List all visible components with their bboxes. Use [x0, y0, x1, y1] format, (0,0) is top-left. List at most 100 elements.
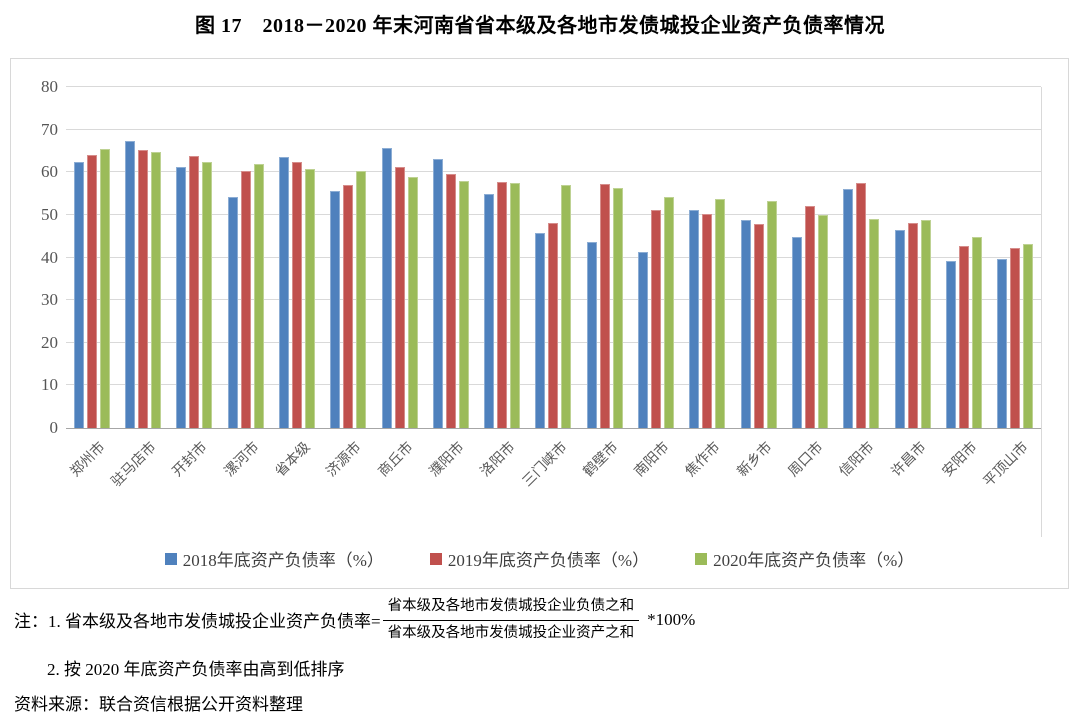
x-tick-label: 平顶山市	[981, 439, 1032, 491]
x-tick-label: 周口市	[786, 439, 827, 481]
y-tick-label: 70	[41, 119, 58, 139]
bar-group	[733, 87, 784, 428]
x-tick-label: 三门峡市	[519, 439, 570, 491]
bar	[278, 157, 289, 428]
bar	[124, 141, 135, 428]
note-1-prefix: 注：1. 省本级及各地市发债城投企业资产负债率=	[14, 612, 381, 632]
bar	[612, 188, 623, 428]
bar-group	[630, 87, 681, 428]
y-tick-label: 60	[41, 162, 58, 182]
bar	[73, 162, 84, 428]
bar-group	[425, 87, 476, 428]
legend-item: 2020年底资产负债率（%）	[695, 546, 914, 571]
legend-label: 2020年底资产负债率（%）	[713, 551, 915, 570]
bar	[805, 206, 816, 428]
bar	[381, 148, 392, 428]
x-tick-label: 开封市	[170, 439, 211, 481]
plot-right-border	[1041, 87, 1042, 537]
bar	[407, 177, 418, 428]
bar	[510, 183, 521, 428]
bar-group	[938, 87, 989, 428]
bar	[869, 219, 880, 428]
bar	[497, 182, 508, 428]
fraction-numerator: 省本级及各地市发债城投企业负债之和	[382, 596, 640, 621]
bar	[484, 194, 495, 428]
bar	[651, 210, 662, 428]
x-tick-label: 商丘市	[375, 439, 416, 481]
plot-area: 0 10 20 30 40 50 60 70 80 郑州市 驻马店市 开封市 漯河市 省本级 济源市 商丘市濮…	[41, 77, 1042, 537]
legend-color-swatch	[429, 552, 442, 565]
bar-group	[887, 87, 938, 428]
bar	[291, 162, 302, 428]
x-tick-label: 漯河市	[221, 439, 263, 481]
bar-group	[579, 87, 630, 428]
x-tick-label: 省本级	[273, 439, 314, 481]
bar-group	[477, 87, 528, 428]
bar	[445, 174, 456, 428]
chart-title: 图 17 2018－2020 年末河南省省本级及各地市发债城投企业资产负债率情况	[195, 15, 885, 37]
bar	[432, 159, 443, 428]
bar	[304, 169, 315, 428]
gridline	[66, 213, 1041, 215]
x-tick-label: 濮阳市	[426, 439, 468, 481]
bar	[599, 184, 610, 428]
x-axis-line	[66, 428, 1041, 429]
bar-group	[374, 87, 425, 428]
bar	[137, 150, 148, 428]
y-tick-label: 0	[49, 418, 59, 437]
x-tick-label: 信阳市	[837, 439, 878, 481]
bar	[561, 185, 572, 428]
x-tick-label: 南阳市	[632, 439, 673, 481]
bar-group	[271, 87, 322, 428]
y-tick-label: 50	[41, 204, 58, 224]
bar	[792, 237, 803, 428]
bar	[894, 230, 905, 428]
bar	[586, 242, 597, 428]
bar	[548, 223, 559, 428]
bar	[202, 162, 213, 428]
bar	[843, 189, 854, 428]
legend-color-swatch	[164, 552, 177, 565]
bar	[535, 233, 546, 428]
bar	[715, 199, 726, 428]
bar	[150, 152, 161, 428]
legend-label: 2018年底资产负债率（%）	[182, 551, 384, 570]
bar	[1023, 244, 1034, 428]
bar-group	[682, 87, 733, 428]
bar	[394, 167, 405, 428]
bar	[946, 261, 957, 428]
x-tick-label: 许昌市	[888, 439, 930, 481]
bar	[1010, 248, 1021, 428]
x-tick-label: 新乡市	[734, 439, 776, 481]
x-tick-label: 驻马店市	[109, 439, 160, 491]
bar-group	[66, 87, 117, 428]
note-1-suffix: *100%	[647, 609, 696, 629]
x-tick-label: 安阳市	[940, 439, 981, 481]
bar	[766, 201, 777, 428]
bar-group	[220, 87, 271, 428]
x-tick-label: 郑州市	[67, 439, 109, 481]
x-tick-label: 焦作市	[683, 439, 724, 481]
bar-group	[169, 87, 220, 428]
gridline	[66, 128, 1041, 130]
bar	[920, 220, 931, 428]
bar	[330, 191, 341, 428]
bar	[86, 155, 97, 428]
y-tick-label: 80	[41, 77, 58, 96]
y-tick-label: 30	[41, 290, 58, 310]
chart-area: 0 10 20 30 40 50 60 70 80 郑州市 驻马店市 开封市 漯河市 省本级 济源市 商丘市濮…	[10, 58, 1069, 589]
bar	[818, 215, 829, 428]
x-tick-label: 济源市	[324, 439, 365, 481]
bar-group	[784, 87, 835, 428]
x-tick-label: 鹤壁市	[580, 439, 622, 481]
legend-label: 2019年底资产负债率（%）	[447, 551, 650, 570]
legend-item: 2018年底资产负债率（%）	[164, 546, 384, 571]
bar	[907, 223, 918, 428]
bar	[689, 210, 700, 428]
bar	[356, 171, 367, 428]
bar-group	[117, 87, 168, 428]
bar	[99, 149, 110, 428]
bar	[702, 214, 713, 428]
fraction-denominator: 省本级及各地市发债城投企业资产之和	[387, 624, 635, 641]
